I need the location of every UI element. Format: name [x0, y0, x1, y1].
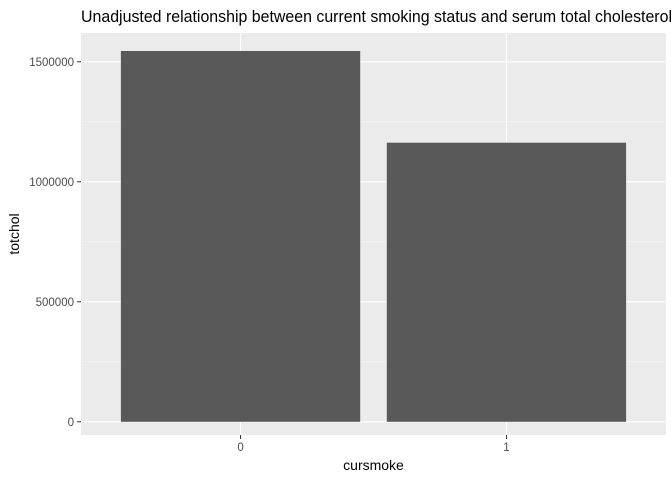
y-axis: 0 500000 1000000 1500000: [29, 57, 81, 429]
x-tick-label: 0: [237, 442, 243, 454]
x-tick-label: 1: [503, 442, 509, 454]
y-tick-label: 1500000: [29, 57, 74, 69]
bars: [120, 51, 627, 422]
y-tick-label: 1000000: [29, 177, 74, 189]
x-axis-title: cursmoke: [343, 457, 404, 473]
y-tick-label: 0: [68, 417, 74, 429]
y-axis-title: totchol: [6, 213, 22, 254]
chart-title: Unadjusted relationship between current …: [81, 7, 672, 26]
bar-0: [120, 51, 361, 422]
bar-1: [386, 142, 627, 422]
y-tick-label: 500000: [36, 297, 74, 309]
